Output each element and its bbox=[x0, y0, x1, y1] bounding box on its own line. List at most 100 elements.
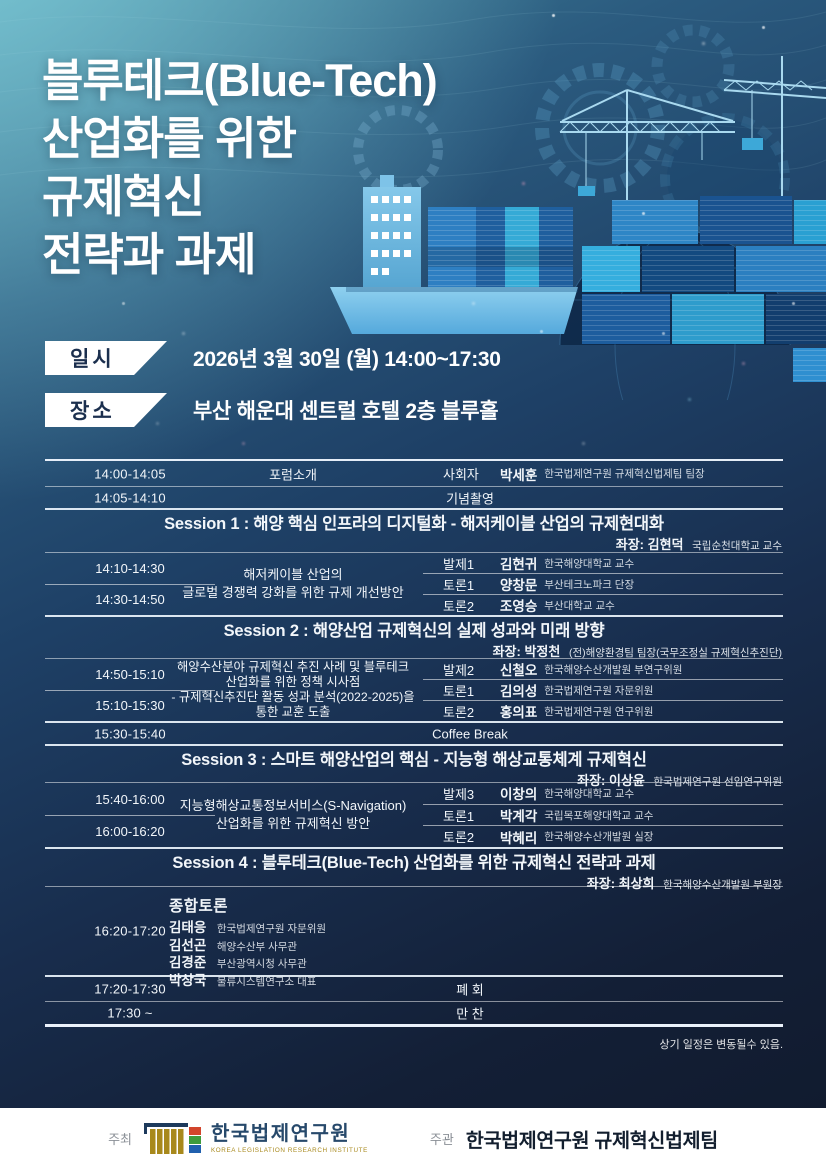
speaker-name: 박세훈 bbox=[500, 467, 538, 483]
row-topic: 폐 회 bbox=[456, 982, 484, 998]
speaker-name: 홍의표 bbox=[500, 705, 538, 720]
host-subtitle: KOREA LEGISLATION RESEARCH INSTITUTE bbox=[211, 1146, 368, 1154]
row-speaker: 사회자 박세훈 한국법제연구원 규제혁신법제팀 팀장 bbox=[423, 464, 783, 484]
particle-dots bbox=[0, 0, 3, 3]
time-divider bbox=[45, 815, 215, 816]
chair-name: 좌장: 최상희 bbox=[586, 876, 655, 891]
session4-chair: 좌장: 최상희 한국해양수산개발원 부원장 bbox=[45, 873, 783, 892]
time-slot: 16:00-16:20 bbox=[95, 823, 165, 839]
speaker-name: 박상국 bbox=[169, 972, 207, 988]
row-topic: 만 찬 bbox=[456, 1006, 484, 1022]
role-label: 토론1 bbox=[443, 683, 475, 699]
klri-logo-text: 한국법제연구원 KOREA LEGISLATION RESEARCH INSTI… bbox=[211, 1123, 368, 1154]
schedule-row-intro: 14:00-14:05 포럼소개 사회자 박세훈 한국법제연구원 규제혁신법제팀… bbox=[45, 461, 783, 487]
session3-items: 발제3 이창의 한국해양대학교 교수 토론1 박계각 국립목포해양대학교 교수 … bbox=[423, 783, 783, 847]
role-label: 토론2 bbox=[443, 830, 475, 846]
session1-header: Session 1 : 해양 핵심 인프라의 디지털화 - 해저케이블 산업의 … bbox=[45, 510, 783, 553]
topic-line: 해저케이블 산업의 bbox=[243, 567, 343, 582]
session3-chair: 좌장: 이상윤 한국법제연구원 선임연구위원 bbox=[45, 770, 783, 789]
role-label: 사회자 bbox=[443, 467, 479, 482]
panel-member: 김경준 부산광역시청 사무관 bbox=[169, 955, 326, 973]
event-venue-row: 장소 부산 해운대 센트럴 호텔 2층 블루홀 bbox=[45, 393, 499, 427]
speaker-affiliation: 한국법제연구원 연구위원 bbox=[544, 705, 654, 718]
schedule-change-note: 상기 일정은 변동될수 있음. bbox=[659, 1039, 783, 1051]
role-label: 토론1 bbox=[443, 577, 475, 593]
host-label: 주최 bbox=[108, 1132, 132, 1147]
panel-member: 김태응 한국법제연구원 자문위원 bbox=[169, 920, 326, 938]
speaker-name: 김현귀 bbox=[500, 557, 538, 572]
schedule-row-photo: 14:05-14:10 기념촬영 bbox=[45, 487, 783, 510]
title-line: 블루테크(Blue-Tech) bbox=[42, 55, 438, 106]
time-slot: 17:30 ~ bbox=[107, 1005, 153, 1021]
organizer-group: 주관 한국법제연구원 규제혁신법제팀 bbox=[430, 1124, 718, 1153]
organizer-label: 주관 bbox=[429, 1132, 454, 1147]
panel-member: 김선곤 해양수산부 사무관 bbox=[169, 938, 326, 956]
topic-line: 산업화를 위한 정책 시사점 bbox=[225, 675, 361, 689]
panel-discussion: 종합토론 김태응 한국법제연구원 자문위원 김선곤 해양수산부 사무관 김경준 … bbox=[169, 894, 326, 990]
time-slot: 17:20-17:30 bbox=[94, 981, 166, 997]
date-badge: 일시 bbox=[45, 341, 167, 375]
speaker-affiliation: 한국법제연구원 규제혁신법제팀 팀장 bbox=[544, 468, 705, 480]
session-item: 토론2 박혜리 한국해양수산개발원 실장 bbox=[423, 825, 783, 847]
speaker-name: 박혜리 bbox=[500, 830, 538, 846]
row-topic: 포럼소개 bbox=[269, 467, 317, 482]
speaker-name: 양창문 bbox=[500, 578, 538, 593]
speaker-affiliation: 국립목포해양대학교 교수 bbox=[544, 809, 654, 822]
session-item: 토론1 양창문 부산테크노파크 단장 bbox=[423, 573, 783, 594]
speaker-name: 김의성 bbox=[500, 684, 538, 699]
chair-affiliation: 한국법제연구원 선임연구위원 bbox=[653, 776, 783, 788]
time-slot: 14:30-14:50 bbox=[95, 592, 165, 607]
time-slot: 14:00-14:05 bbox=[94, 466, 166, 481]
row-topic: 기념촬영 bbox=[446, 491, 494, 506]
footer: 주최 한국법제연구원 KOREA LEGISLATION RESEARC bbox=[0, 1108, 826, 1169]
time-slot: 14:10-14:30 bbox=[95, 561, 165, 576]
schedule-row-dinner: 17:30 ~ 만 찬 bbox=[45, 1002, 783, 1027]
chair-affiliation: 한국해양수산개발원 부원장 bbox=[663, 879, 782, 891]
venue-badge: 장소 bbox=[45, 393, 167, 427]
topic-line: 해양수산분야 규제혁신 추진 사례 및 블루테크 bbox=[176, 660, 410, 674]
session-item: 토론2 조영승 부산대학교 교수 bbox=[423, 594, 783, 615]
klri-logo: 한국법제연구원 KOREA LEGISLATION RESEARCH INSTI… bbox=[144, 1122, 368, 1155]
role-label: 발제2 bbox=[443, 662, 475, 678]
role-label: 발제1 bbox=[443, 556, 475, 572]
session3-title: Session 3 : 스마트 해양산업의 핵심 - 지능형 해상교통체계 규제… bbox=[181, 751, 647, 769]
time-divider bbox=[45, 690, 215, 691]
host-group: 주최 한국법제연구원 KOREA LEGISLATION RESEARC bbox=[108, 1122, 368, 1155]
title-line: 전략과 과제 bbox=[42, 229, 257, 280]
session2-title: Session 2 : 해양산업 규제혁신의 실제 성과와 미래 방향 bbox=[223, 622, 605, 640]
poster-title: 블루테크(Blue-Tech) 산업화를 위한 규제혁신 전략과 과제 bbox=[42, 52, 438, 284]
session2-chair: 좌장: 박정천 (전)해양환경팀 팀장(국무조정실 규제혁신추진단) bbox=[45, 641, 783, 660]
role-label: 토론2 bbox=[443, 598, 475, 614]
speaker-affiliation: 한국해양대학교 교수 bbox=[544, 557, 635, 570]
session-item: 발제1 김현귀 한국해양대학교 교수 bbox=[423, 553, 783, 573]
session-item: 토론2 홍의표 한국법제연구원 연구위원 bbox=[423, 700, 783, 721]
session4-body: 16:20-17:20 종합토론 김태응 한국법제연구원 자문위원 김선곤 해양… bbox=[45, 887, 783, 988]
session2-items: 발제2 신철오 한국해양수산개발원 부연구위원 토론1 김의성 한국법제연구원 … bbox=[423, 659, 783, 721]
chair-name: 좌장: 김현덕 bbox=[615, 537, 684, 552]
speaker-name: 김선곤 bbox=[169, 937, 207, 953]
organizer-name: 한국법제연구원 규제혁신법제팀 bbox=[465, 1130, 718, 1152]
session2-header: Session 2 : 해양산업 규제혁신의 실제 성과와 미래 방향 좌장: … bbox=[45, 617, 783, 659]
chair-affiliation: (전)해양환경팀 팀장(국무조정실 규제혁신추진단) bbox=[568, 647, 782, 659]
chair-name: 좌장: 박정천 bbox=[492, 644, 561, 659]
event-date-value: 2026년 3월 30일 (월) 14:00~17:30 bbox=[193, 348, 501, 371]
topic-line: 지능형해상교통정보서비스(S-Navigation) bbox=[179, 798, 407, 813]
venue-badge-label: 장소 bbox=[70, 400, 115, 423]
time-slot: 15:30-15:40 bbox=[94, 726, 166, 741]
title-line: 산업화를 위한 bbox=[42, 113, 297, 164]
session3-topic: 지능형해상교통정보서비스(S-Navigation) 산업화를 위한 규제혁신 … bbox=[145, 797, 441, 833]
role-label: 토론2 bbox=[443, 704, 475, 720]
topic-line: - 규제혁신추진단 활동 성과 분석(2022-2025)을 bbox=[171, 690, 415, 704]
schedule-row-closing: 17:20-17:30 폐 회 bbox=[45, 977, 783, 1002]
event-venue-value: 부산 해운대 센트럴 호텔 2층 블루홀 bbox=[193, 400, 499, 423]
session3-body: 15:40-16:00 16:00-16:20 지능형해상교통정보서비스(S-N… bbox=[45, 783, 783, 849]
speaker-affiliation: 한국법제연구원 자문위원 bbox=[544, 684, 654, 697]
session-item: 발제3 이창의 한국해양대학교 교수 bbox=[423, 783, 783, 804]
date-badge-label: 일시 bbox=[70, 348, 115, 371]
session-item: 토론1 박계각 국립목포해양대학교 교수 bbox=[423, 803, 783, 826]
title-line: 규제혁신 bbox=[42, 171, 205, 222]
panel-member: 박상국 물류시스템연구소 대표 bbox=[169, 973, 326, 991]
time-slot: 15:40-16:00 bbox=[95, 791, 165, 807]
schedule-row-break: 15:30-15:40 Coffee Break bbox=[45, 723, 783, 746]
event-date-row: 일시 2026년 3월 30일 (월) 14:00~17:30 bbox=[45, 341, 501, 375]
